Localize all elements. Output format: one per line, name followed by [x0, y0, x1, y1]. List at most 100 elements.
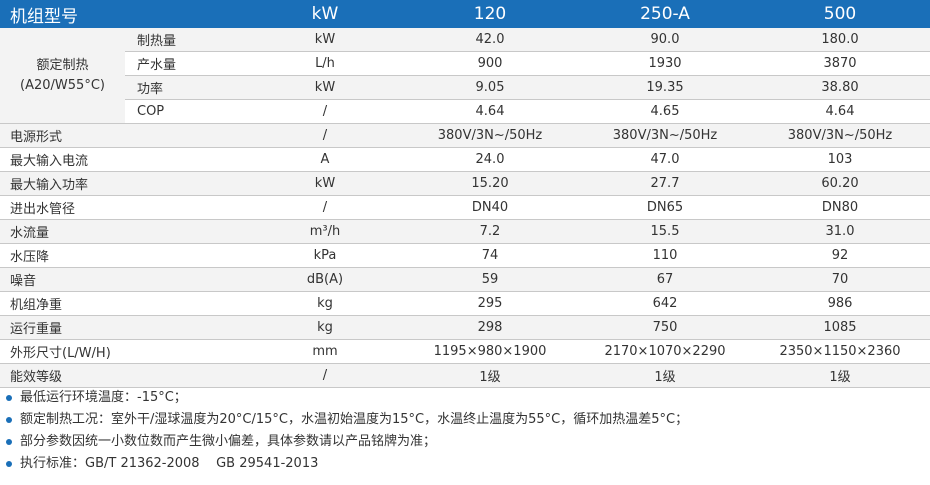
row-value: 38.80: [750, 75, 930, 100]
spec-table: 机组型号 kW 120 250-A 500 额定制热 (A20/W55°C) 制…: [0, 0, 930, 388]
row-value: 380V/3N~/50Hz: [580, 123, 750, 148]
bullet-dot-icon: [6, 417, 12, 423]
row-value: 103: [750, 147, 930, 172]
row-value: 1195×980×1900: [400, 339, 580, 364]
header-model-label: 机组型号: [0, 0, 250, 28]
row-value: 19.35: [580, 75, 750, 100]
table-row: 外形尺寸(L/W/H) mm 1195×980×1900 2170×1070×2…: [0, 339, 930, 364]
note-item: 执行标准：GB/T 21362-2008 GB 29541-2013: [6, 453, 688, 475]
row-unit: m³/h: [250, 219, 400, 244]
row-unit: kPa: [250, 243, 400, 268]
row-name: 电源形式: [0, 123, 250, 148]
table-row: 产水量 L/h 900 1930 3870: [0, 51, 930, 76]
row-value: 642: [580, 291, 750, 316]
table-row: 运行重量 kg 298 750 1085: [0, 315, 930, 340]
row-unit: kW: [250, 75, 400, 100]
table-row: 功率 kW 9.05 19.35 38.80: [0, 75, 930, 100]
row-name: 最大输入电流: [0, 147, 250, 172]
table-row: 最大输入功率 kW 15.20 27.7 60.20: [0, 171, 930, 196]
row-value: 110: [580, 243, 750, 268]
table-row: 额定制热 (A20/W55°C) 制热量 kW 42.0 90.0 180.0: [0, 28, 930, 124]
row-value: 15.5: [580, 219, 750, 244]
note-item: 额定制热工况：室外干/湿球温度为20°C/15°C，水温初始温度为15°C，水温…: [6, 409, 688, 431]
row-value: 47.0: [580, 147, 750, 172]
table-row: 水流量 m³/h 7.2 15.5 31.0: [0, 219, 930, 244]
row-name: 最大输入功率: [0, 171, 250, 196]
row-unit: A: [250, 147, 400, 172]
row-value: 92: [750, 243, 930, 268]
row-value: 7.2: [400, 219, 580, 244]
row-value: DN80: [750, 195, 930, 220]
row-name: 运行重量: [0, 315, 250, 340]
row-value: 3870: [750, 51, 930, 76]
table-row: COP / 4.64 4.65 4.64: [0, 99, 930, 124]
row-value: 900: [400, 51, 580, 76]
row-value: 74: [400, 243, 580, 268]
row-value: 67: [580, 267, 750, 292]
row-value: 2350×1150×2360: [750, 339, 930, 364]
note-item: 最低运行环境温度：-15°C；: [6, 387, 688, 409]
row-name: 进出水管径: [0, 195, 250, 220]
row-name: 制热量: [125, 28, 250, 52]
row-value: DN40: [400, 195, 580, 220]
row-value: 4.64: [400, 99, 580, 124]
row-unit: /: [250, 363, 400, 388]
row-name: 能效等级: [0, 363, 250, 388]
row-value: 380V/3N~/50Hz: [400, 123, 580, 148]
table-row: 电源形式 / 380V/3N~/50Hz 380V/3N~/50Hz 380V/…: [0, 123, 930, 148]
table-row: 最大输入电流 A 24.0 47.0 103: [0, 147, 930, 172]
row-value: 59: [400, 267, 580, 292]
row-value: 1级: [750, 363, 930, 388]
row-name: 外形尺寸(L/W/H): [0, 339, 250, 364]
row-unit: mm: [250, 339, 400, 364]
row-value: 70: [750, 267, 930, 292]
row-value: 1085: [750, 315, 930, 340]
row-value: 4.65: [580, 99, 750, 124]
row-value: 1级: [400, 363, 580, 388]
row-name: 水压降: [0, 243, 250, 268]
row-value: 380V/3N~/50Hz: [750, 123, 930, 148]
row-value: 4.64: [750, 99, 930, 124]
row-name: 水流量: [0, 219, 250, 244]
row-unit: dB(A): [250, 267, 400, 292]
note-text: 最低运行环境温度：-15°C；: [20, 390, 187, 405]
bullet-dot-icon: [6, 439, 12, 445]
note-text: 部分参数因统一小数位数而产生微小偏差，具体参数请以产品铭牌为准；: [20, 434, 437, 449]
row-unit: kg: [250, 315, 400, 340]
row-unit: kW: [250, 28, 400, 52]
table-row: 噪音 dB(A) 59 67 70: [0, 267, 930, 292]
table-row: 机组净重 kg 295 642 986: [0, 291, 930, 316]
row-name: 噪音: [0, 267, 250, 292]
notes-list: 最低运行环境温度：-15°C； 额定制热工况：室外干/湿球温度为20°C/15°…: [6, 387, 688, 475]
row-value: 42.0: [400, 28, 580, 52]
bullet-dot-icon: [6, 395, 12, 401]
heating-group-title: 额定制热: [36, 57, 89, 73]
row-name: 产水量: [125, 51, 250, 76]
row-value: 24.0: [400, 147, 580, 172]
row-name: COP: [125, 99, 250, 124]
row-value: 15.20: [400, 171, 580, 196]
table-row: 能效等级 / 1级 1级 1级: [0, 363, 930, 388]
row-value: 298: [400, 315, 580, 340]
row-value: 27.7: [580, 171, 750, 196]
row-unit: /: [250, 195, 400, 220]
heating-group-condition: (A20/W55°C): [20, 77, 105, 93]
header-model-250a: 250-A: [580, 0, 750, 28]
table-header: 机组型号 kW 120 250-A 500: [0, 0, 930, 28]
row-value: 180.0: [750, 28, 930, 52]
note-text: 执行标准：GB/T 21362-2008 GB 29541-2013: [20, 456, 319, 471]
row-name: 功率: [125, 75, 250, 100]
bullet-dot-icon: [6, 461, 12, 467]
header-model-500: 500: [750, 0, 930, 28]
row-value: 31.0: [750, 219, 930, 244]
note-text: 额定制热工况：室外干/湿球温度为20°C/15°C，水温初始温度为15°C，水温…: [20, 412, 689, 427]
row-value: 750: [580, 315, 750, 340]
row-value: 9.05: [400, 75, 580, 100]
table-row: 水压降 kPa 74 110 92: [0, 243, 930, 268]
row-unit: kg: [250, 291, 400, 316]
row-unit: L/h: [250, 51, 400, 76]
row-name: 机组净重: [0, 291, 250, 316]
row-value: 295: [400, 291, 580, 316]
row-unit: kW: [250, 171, 400, 196]
row-value: 1930: [580, 51, 750, 76]
